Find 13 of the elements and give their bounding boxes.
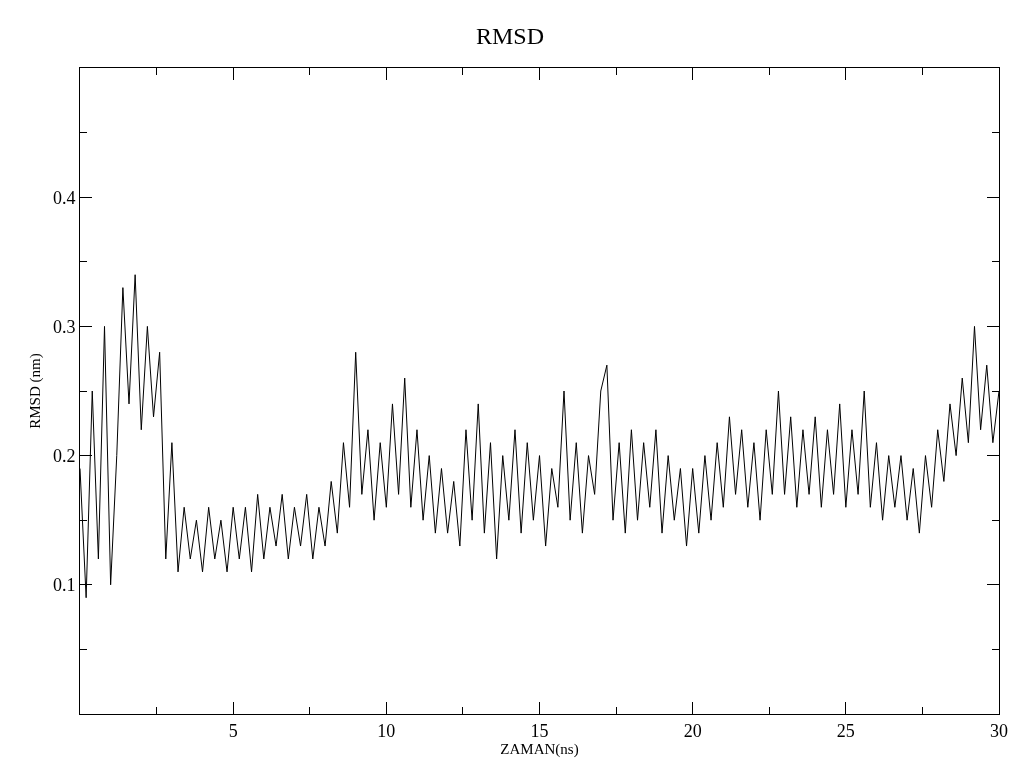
y-axis-title: RMSD (nm) [27,353,45,429]
y-tick-label: 0.4 [52,187,76,208]
x-tick-label: 10 [377,720,396,741]
x-tick-label: 25 [836,720,855,741]
chart-title: RMSD [475,23,545,50]
x-axis-title: ZAMAN(ns) [500,740,579,758]
x-tick-label: 20 [683,720,702,741]
y-tick-label: 0.3 [52,316,76,337]
y-tick-label: 0.2 [52,445,76,466]
x-tick-label: 5 [228,720,238,741]
x-tick-label: 15 [530,720,549,741]
x-tick-label: 30 [990,720,1008,741]
y-tick-label: 0.1 [52,575,76,596]
